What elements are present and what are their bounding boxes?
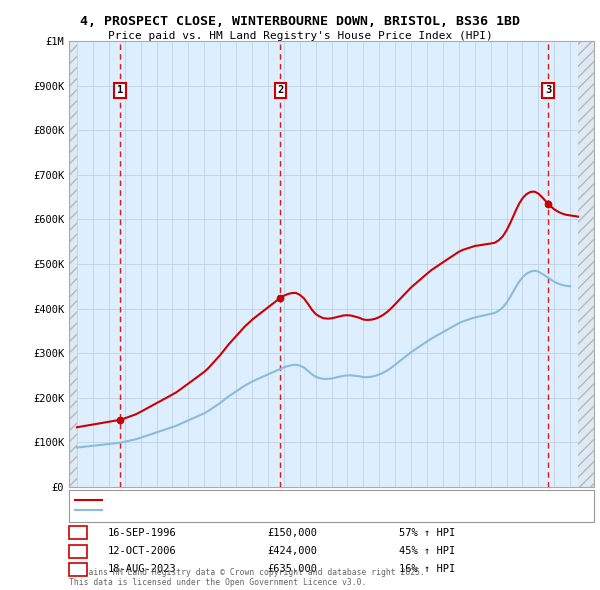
- Text: 45% ↑ HPI: 45% ↑ HPI: [399, 546, 455, 556]
- Text: Contains HM Land Registry data © Crown copyright and database right 2025.
This d: Contains HM Land Registry data © Crown c…: [69, 568, 425, 587]
- Text: 4, PROSPECT CLOSE, WINTERBOURNE DOWN, BRISTOL, BS36 1BD (detached house): 4, PROSPECT CLOSE, WINTERBOURNE DOWN, BR…: [107, 495, 494, 504]
- Text: £424,000: £424,000: [267, 546, 317, 556]
- Text: 12-OCT-2006: 12-OCT-2006: [108, 546, 177, 556]
- Text: 18-AUG-2023: 18-AUG-2023: [108, 565, 177, 574]
- Text: HPI: Average price, detached house, South Gloucestershire: HPI: Average price, detached house, Sout…: [107, 506, 413, 515]
- Text: 2: 2: [75, 546, 81, 556]
- Text: £150,000: £150,000: [267, 528, 317, 537]
- Text: Price paid vs. HM Land Registry's House Price Index (HPI): Price paid vs. HM Land Registry's House …: [107, 31, 493, 41]
- Text: 1: 1: [117, 86, 123, 96]
- Bar: [578, 41, 594, 487]
- Text: 2: 2: [277, 86, 283, 96]
- Text: £635,000: £635,000: [267, 565, 317, 574]
- Text: 3: 3: [545, 86, 551, 96]
- Text: 16% ↑ HPI: 16% ↑ HPI: [399, 565, 455, 574]
- Text: 16-SEP-1996: 16-SEP-1996: [108, 528, 177, 537]
- Text: 3: 3: [75, 565, 81, 574]
- Text: 57% ↑ HPI: 57% ↑ HPI: [399, 528, 455, 537]
- Bar: [69, 41, 77, 487]
- Text: 4, PROSPECT CLOSE, WINTERBOURNE DOWN, BRISTOL, BS36 1BD: 4, PROSPECT CLOSE, WINTERBOURNE DOWN, BR…: [80, 15, 520, 28]
- Text: 1: 1: [75, 528, 81, 537]
